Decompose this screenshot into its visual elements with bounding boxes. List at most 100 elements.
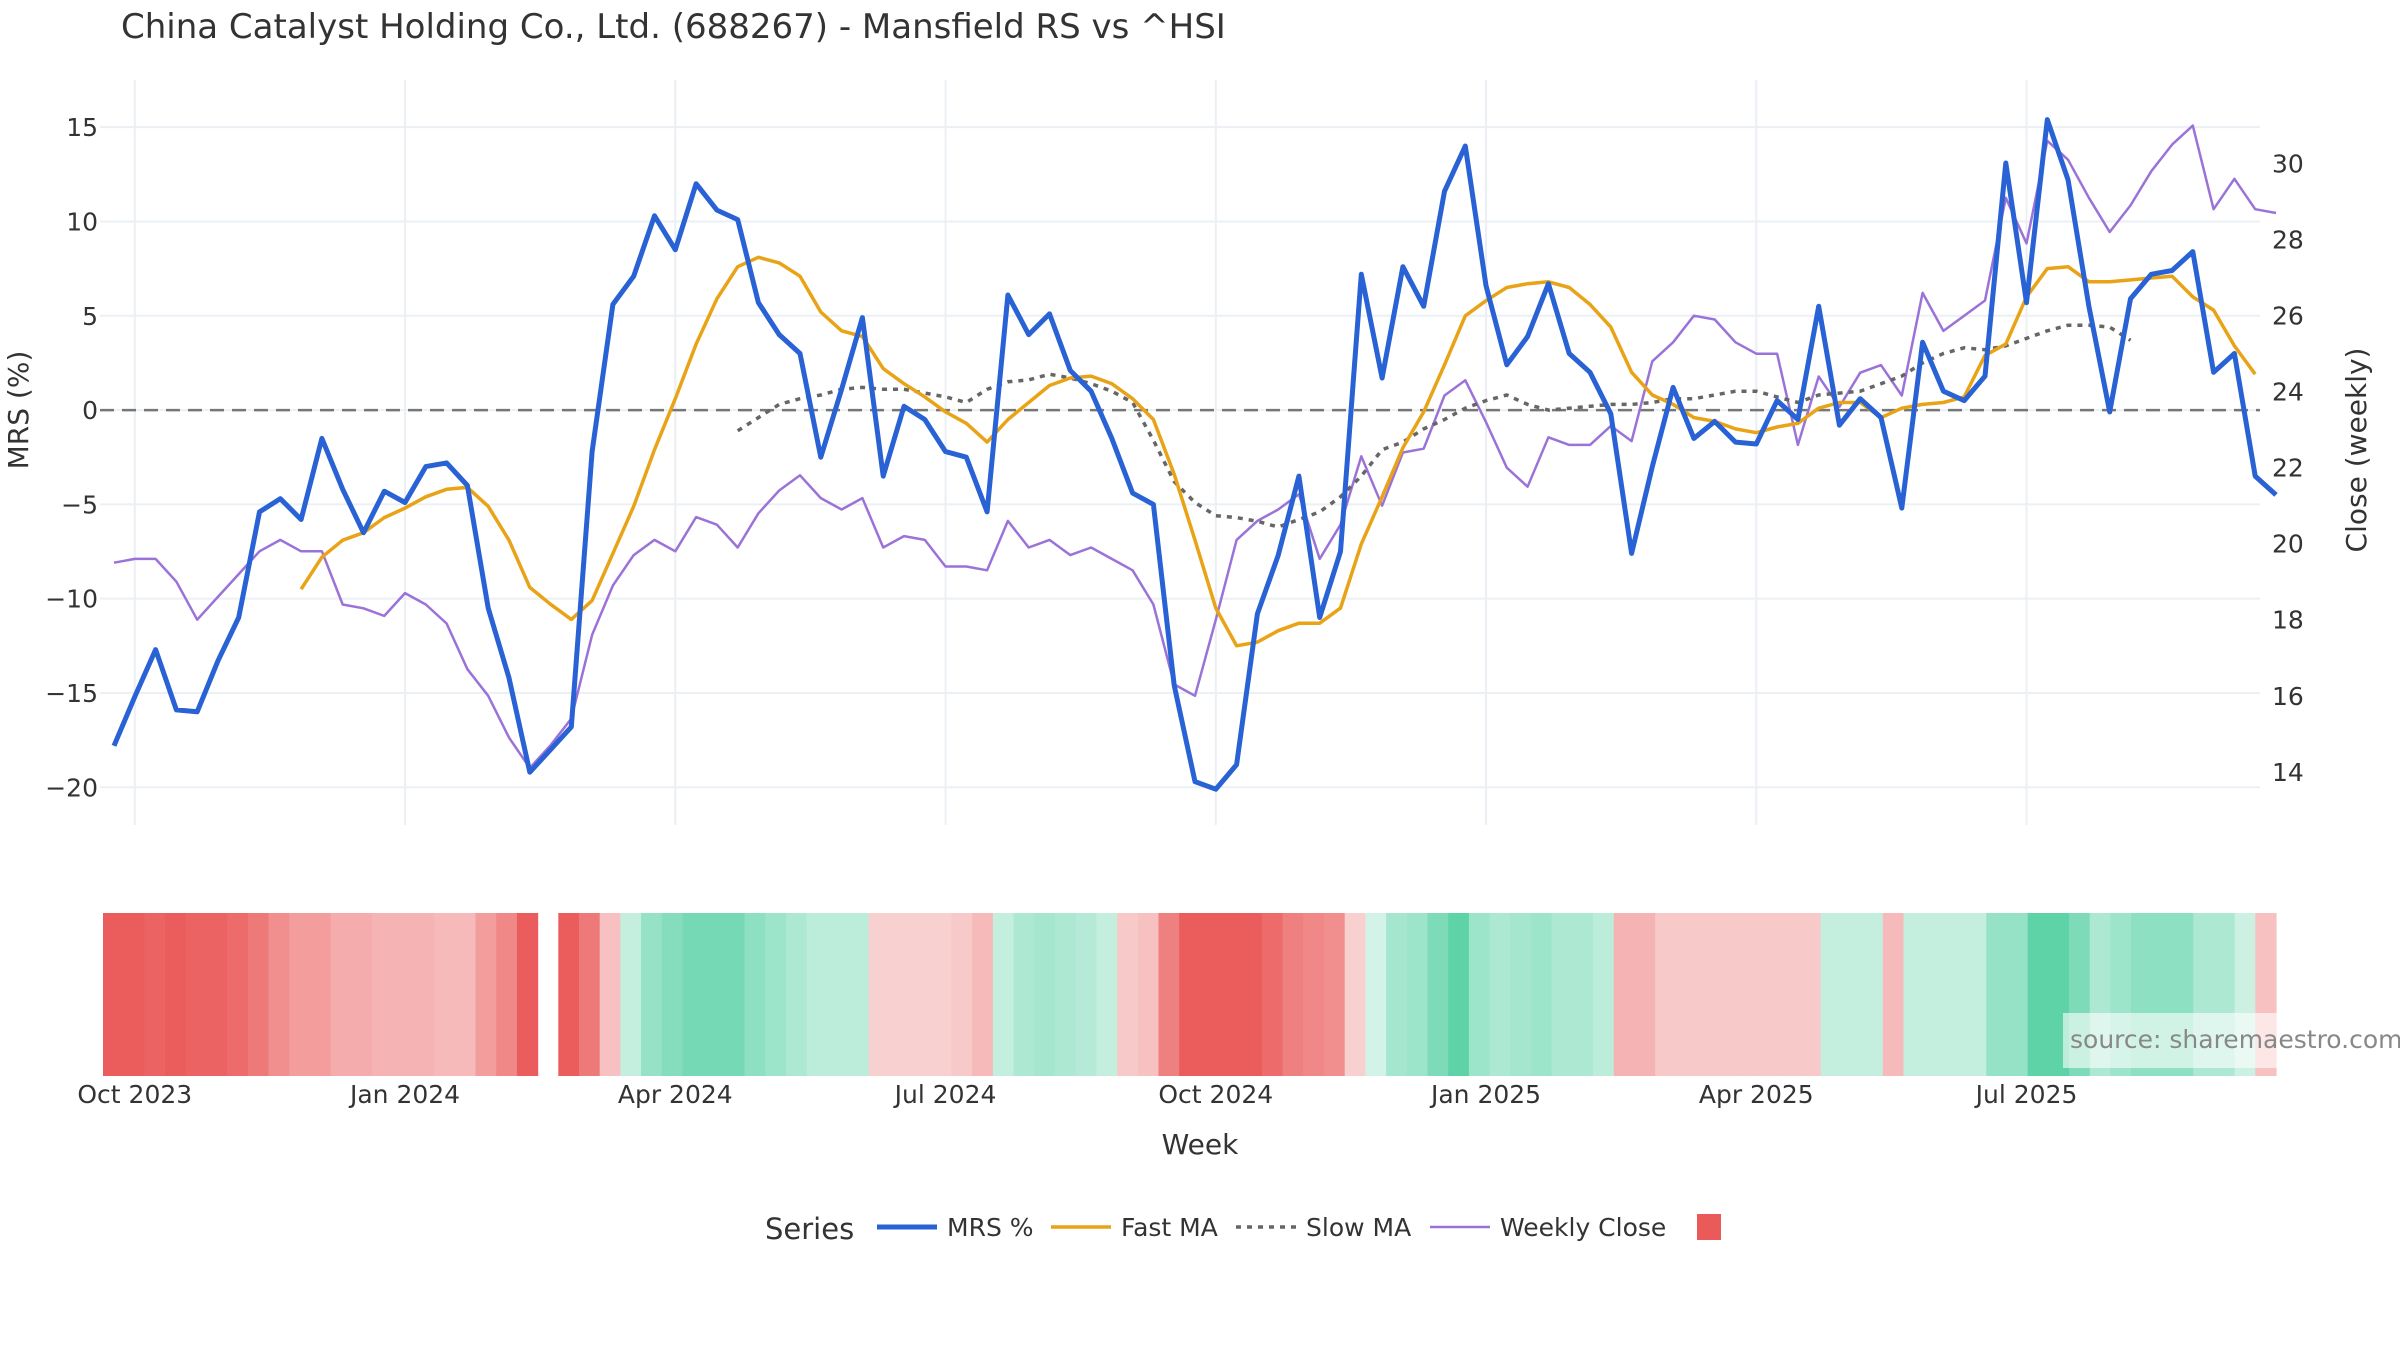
x-axis-title: Week (1162, 1128, 1239, 1161)
legend: Series MRS % Fast MA Slow MA Weekly Close (765, 1212, 1721, 1246)
heatmap-cell (868, 913, 891, 1076)
x-tick-label: Jan 2025 (1429, 1080, 1541, 1109)
heatmap-cell (1655, 913, 1677, 1076)
y-tick-label: −10 (45, 585, 98, 614)
heatmap-cell (661, 913, 684, 1076)
heatmap-cell (1613, 913, 1636, 1076)
series-lines (111, 117, 2278, 792)
heatmap-cell (785, 913, 808, 1076)
heatmap-cell (558, 913, 580, 1076)
heatmap-cell (454, 913, 477, 1076)
y-tick-label: 10 (66, 207, 98, 236)
heatmap-cell (1489, 913, 1511, 1076)
y2-tick-label: 16 (2272, 682, 2304, 711)
heatmap-cell (123, 913, 145, 1076)
heatmap-cell (1013, 913, 1035, 1076)
heatmap-cell (1386, 913, 1408, 1076)
heatmap-cell (351, 913, 373, 1076)
heatmap-cell (992, 913, 1015, 1076)
heatmap-cell (1034, 913, 1056, 1076)
heatmap-cell (1365, 913, 1387, 1076)
heatmap-cell (268, 913, 290, 1076)
heatmap-cell (1054, 913, 1077, 1076)
heatmap-cell (1261, 913, 1284, 1076)
heatmap-cell (1324, 913, 1346, 1076)
heatmap-cell (227, 913, 249, 1076)
grid (100, 80, 2260, 825)
heatmap-cell (1944, 913, 1967, 1076)
heatmap-cell (309, 913, 332, 1076)
series-mrs (111, 117, 2278, 792)
heatmap-cell (185, 913, 208, 1076)
heatmap-cell (1199, 913, 1222, 1076)
heatmap-cell (1241, 913, 1263, 1076)
heatmap-cell (1344, 913, 1367, 1076)
heatmap-cell (1593, 913, 1615, 1076)
series-slow-ma (736, 323, 2132, 529)
heatmap-cell (848, 913, 870, 1076)
x-tick-label: Jul 2025 (1974, 1080, 2078, 1109)
heatmap-cell (1137, 913, 1160, 1076)
heatmap-cell (144, 913, 166, 1076)
x-tick-label: Jan 2024 (348, 1080, 460, 1109)
legend-label: MRS % (947, 1213, 1034, 1242)
y2-tick-label: 22 (2272, 454, 2304, 483)
heatmap-cell (930, 913, 953, 1076)
heatmap-cell (1117, 913, 1139, 1076)
heatmap-cell (1882, 913, 1905, 1076)
heatmap-cell (1758, 913, 1780, 1076)
y2-tick-label: 28 (2272, 226, 2304, 255)
heatmap-cell (744, 913, 766, 1076)
legend-swatch-heatmap (1697, 1214, 1721, 1240)
y2-tick-label: 24 (2272, 378, 2304, 407)
heatmap-cell (1220, 913, 1242, 1076)
series-weekly-close (113, 124, 2277, 770)
source-annotation-bg (2063, 1013, 2400, 1068)
heatmap-cell (103, 913, 125, 1076)
heatmap-cell (1075, 913, 1097, 1076)
heatmap-cell (2006, 913, 2029, 1076)
heatmap-cell (1427, 913, 1449, 1076)
y2-tick-label: 20 (2272, 530, 2304, 559)
heatmap-cell (1986, 913, 2008, 1076)
heatmap-cell (723, 913, 746, 1076)
heatmap-cell (206, 913, 228, 1076)
heatmap-cell (475, 913, 497, 1076)
heatmap-cell (247, 913, 270, 1076)
heatmap-cell (1903, 913, 1925, 1076)
x-tick-label: Oct 2023 (77, 1080, 192, 1109)
heatmap-cell (765, 913, 787, 1076)
heatmap-cell (1303, 913, 1325, 1076)
y-tick-label: 5 (82, 302, 98, 331)
y-tick-label: −5 (61, 490, 98, 519)
mrs-heatmap-strip (103, 913, 2277, 1076)
heatmap-cell (496, 913, 518, 1076)
heatmap-cell (1696, 913, 1718, 1076)
heatmap-cell (392, 913, 415, 1076)
right-axis-ticks: 30 28 26 24 22 20 18 16 14 (2272, 150, 2304, 787)
y2-tick-label: 14 (2272, 758, 2304, 787)
heatmap-cell (434, 913, 456, 1076)
x-axis-ticks: Oct 2023 Jan 2024 Apr 2024 Jul 2024 Oct 2024… (77, 1080, 2077, 1109)
heatmap-cell (1737, 913, 1760, 1076)
heatmap-cell (578, 913, 601, 1076)
heatmap-cell (1634, 913, 1656, 1076)
heatmap-cell (1717, 913, 1739, 1076)
heatmap-cell (330, 913, 352, 1076)
heatmap-cell (1158, 913, 1180, 1076)
x-tick-label: Apr 2025 (1699, 1080, 1814, 1109)
legend-title: Series (765, 1212, 854, 1246)
x-tick-label: Apr 2024 (618, 1080, 733, 1109)
heatmap-cell (910, 913, 932, 1076)
heatmap-cell (951, 913, 973, 1076)
heatmap-cell (641, 913, 663, 1076)
source-annotation: source: sharemaestro.com (2070, 1025, 2400, 1054)
heatmap-cell (1096, 913, 1118, 1076)
heatmap-cell (682, 913, 704, 1076)
legend-label: Weekly Close (1500, 1213, 1666, 1242)
y2-tick-label: 18 (2272, 606, 2304, 635)
heatmap-cell (1510, 913, 1532, 1076)
heatmap-cell (1572, 913, 1594, 1076)
series-fast-ma (299, 255, 2257, 648)
